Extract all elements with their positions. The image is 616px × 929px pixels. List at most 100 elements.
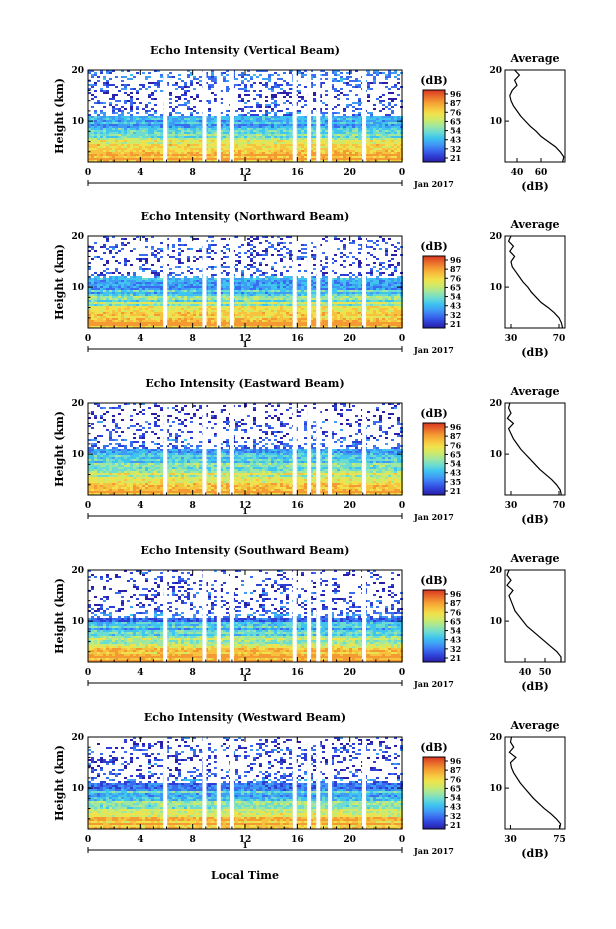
- heatmap-cell: [397, 146, 400, 148]
- heatmap-cell: [187, 140, 190, 142]
- heatmap-cell: [220, 156, 223, 158]
- avg-y-tick-label: 10: [489, 117, 502, 127]
- heatmap-cell: [256, 284, 259, 286]
- heatmap-cell: [394, 294, 397, 296]
- heatmap-cell: [349, 272, 352, 274]
- heatmap-cell: [109, 120, 112, 122]
- heatmap-cell: [262, 140, 265, 142]
- heatmap-cell: [184, 126, 187, 128]
- heatmap-cell: [385, 282, 388, 284]
- heatmap-cell: [115, 290, 118, 292]
- heatmap-cell: [88, 144, 91, 146]
- heatmap-cell: [109, 140, 112, 142]
- heatmap-cell: [142, 158, 145, 160]
- heatmap-cell: [103, 118, 106, 120]
- heatmap-cell: [238, 288, 241, 290]
- heatmap-cell: [286, 130, 289, 132]
- heatmap-cell: [196, 94, 199, 96]
- heatmap-cell: [199, 290, 202, 292]
- heatmap-cell: [289, 142, 292, 144]
- heatmap-cell: [253, 138, 256, 140]
- heatmap-cell: [103, 158, 106, 160]
- heatmap-cell: [97, 280, 100, 282]
- heatmap-cell: [100, 142, 103, 144]
- heatmap-cell: [199, 270, 202, 272]
- heatmap-cell: [343, 132, 346, 134]
- heatmap-cell: [121, 274, 124, 276]
- heatmap-cell: [109, 98, 112, 100]
- heatmap-cell: [166, 244, 169, 246]
- heatmap-cell: [124, 140, 127, 142]
- heatmap-cell: [235, 78, 238, 80]
- heatmap-cell: [235, 264, 238, 266]
- heatmap-cell: [181, 116, 184, 118]
- heatmap-cell: [274, 116, 277, 118]
- heatmap-cell: [94, 120, 97, 122]
- heatmap-cell: [103, 132, 106, 134]
- heatmap-cell: [94, 118, 97, 120]
- heatmap-cell: [349, 290, 352, 292]
- heatmap-cell: [235, 290, 238, 292]
- heatmap-cell: [280, 260, 283, 262]
- heatmap-cell: [106, 86, 109, 88]
- heatmap-cell: [358, 284, 361, 286]
- heatmap-cell: [169, 118, 172, 120]
- heatmap-cell: [349, 128, 352, 130]
- heatmap-cell: [121, 106, 124, 108]
- heatmap-cell: [100, 130, 103, 132]
- heatmap-cell: [370, 118, 373, 120]
- heatmap-cell: [331, 284, 334, 286]
- heatmap-cell: [157, 136, 160, 138]
- heatmap-cell: [112, 296, 115, 298]
- heatmap-cell: [256, 76, 259, 78]
- heatmap-cell: [271, 280, 274, 282]
- heatmap-cell: [382, 280, 385, 282]
- heatmap-cell: [100, 132, 103, 134]
- heatmap-cell: [190, 96, 193, 98]
- heatmap-cell: [349, 292, 352, 294]
- heatmap-cell: [277, 156, 280, 158]
- heatmap-cell: [241, 280, 244, 282]
- heatmap-cell: [391, 244, 394, 246]
- heatmap-cell: [301, 258, 304, 260]
- heatmap-cell: [334, 130, 337, 132]
- heatmap-cell: [277, 298, 280, 300]
- heatmap-cell: [94, 148, 97, 150]
- heatmap-cell: [310, 134, 313, 136]
- heatmap-cell: [190, 124, 193, 126]
- heatmap-cell: [247, 144, 250, 146]
- heatmap-cell: [397, 296, 400, 298]
- heatmap-cell: [241, 146, 244, 148]
- heatmap-cell: [172, 246, 175, 248]
- heatmap-cell: [352, 144, 355, 146]
- heatmap-cell: [115, 104, 118, 106]
- heatmap-cell: [130, 142, 133, 144]
- heatmap-cell: [154, 130, 157, 132]
- heatmap-cell: [157, 160, 160, 162]
- heatmap-cell: [133, 140, 136, 142]
- heatmap-cell: [397, 148, 400, 150]
- heatmap-cell: [373, 72, 376, 74]
- heatmap-cell: [319, 288, 322, 290]
- heatmap-cell: [310, 126, 313, 128]
- heatmap-cell: [319, 260, 322, 262]
- heatmap-cell: [271, 108, 274, 110]
- heatmap-cell: [157, 150, 160, 152]
- heatmap-cell: [283, 296, 286, 298]
- heatmap-cell: [310, 254, 313, 256]
- heatmap-cell: [145, 130, 148, 132]
- heatmap-cell: [331, 112, 334, 114]
- heatmap-cell: [91, 246, 94, 248]
- heatmap-cell: [319, 110, 322, 112]
- heatmap-cell: [385, 86, 388, 88]
- heatmap-cell: [211, 292, 214, 294]
- heatmap-cell: [349, 242, 352, 244]
- heatmap-cell: [274, 138, 277, 140]
- heatmap-cell: [289, 88, 292, 90]
- heatmap-cell: [190, 154, 193, 156]
- heatmap-cell: [268, 292, 271, 294]
- heatmap-cell: [193, 158, 196, 160]
- heatmap-cell: [193, 150, 196, 152]
- heatmap-cell: [349, 116, 352, 118]
